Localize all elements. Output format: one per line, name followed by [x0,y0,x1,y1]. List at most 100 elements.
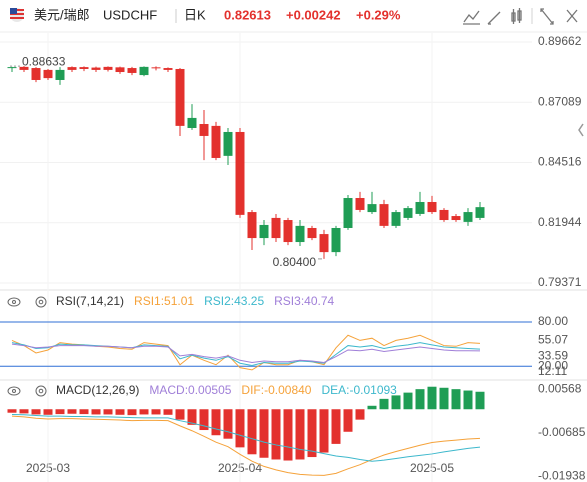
candle-body [283,220,293,243]
close-button[interactable] [566,9,578,23]
draw-button[interactable] [487,11,501,25]
candle-body [175,68,185,126]
macd-line [11,413,481,462]
collapse-arrow[interactable] [578,123,584,137]
candle-body [343,198,353,228]
candle-body [7,67,17,69]
macd-icons [7,385,47,397]
candle-body [139,66,149,76]
macd-bar [379,398,389,410]
macd-bar [319,409,329,453]
macd-bar [55,409,65,415]
candle-body [475,207,485,218]
macd-bar [391,395,401,410]
candle-body [415,201,425,214]
macd-bar [451,389,461,410]
candle-body [31,68,41,80]
macd-bar [463,390,473,410]
y-tick-label: 33.59 [538,348,568,362]
macd-bar [79,409,89,415]
symbol-name: 美元/瑞郎 [34,7,90,22]
candle-body [391,212,401,226]
fullscreen-button[interactable] [540,8,554,25]
y-tick-label: 20.00 [538,358,568,372]
candle-style-button[interactable] [511,8,522,24]
y-tick-label: -0.00685 [538,425,586,439]
legend-entry: RSI3:40.74 [274,294,334,308]
period[interactable]: 日K [184,7,206,22]
high-annotation: 0.88633 [22,54,66,68]
macd-bar [151,409,161,415]
macd-line [11,415,481,476]
legend-entry: DIF:-0.00840 [241,383,311,397]
flag-icon [10,8,24,22]
macd-bar [139,409,149,415]
candle-body [91,67,101,70]
symbol: USDCHF [103,7,157,22]
candle-body [379,204,389,226]
macd-bar [211,409,221,436]
y-tick-label: 0.84516 [538,155,582,169]
candle-body [403,208,413,218]
candle-body [43,69,53,79]
change-percent: +0.29% [356,7,401,22]
macd-bar [259,409,269,458]
macd-bar [223,409,233,439]
candle-body [199,124,209,136]
candle-body [103,66,113,70]
macd-bar [127,409,137,416]
macd-bar [343,409,353,432]
macd-bar [283,409,293,461]
macd-bar [31,409,41,415]
legend-entry: RSI2:43.25 [204,294,264,308]
y-tick-label: 80.00 [538,314,568,328]
candle-body [67,67,77,70]
macd-bar [247,409,257,455]
candle-body [427,201,437,213]
macd-bar [307,409,317,458]
candle-body [259,224,269,239]
candle-body [235,131,245,215]
macd-bar [415,389,425,410]
candle-body [319,234,329,253]
macd-bar [103,409,113,415]
candle-body [307,227,317,239]
y-tick-label: -0.01938 [538,469,586,482]
candle-body [355,198,365,210]
macd-bar [331,409,341,444]
price: 0.82613 [224,7,271,22]
macd-bar [175,409,185,420]
candle-body [55,69,65,80]
macd-bar [235,409,245,448]
macd-bar [199,409,209,431]
indicator-title: RSI(7,14,21) [56,294,124,308]
candle-body [223,131,233,156]
y-tick-label: 0.87089 [538,94,582,108]
macd-bar [67,409,77,414]
macd-bar [163,409,173,415]
change: +0.00242 [286,7,341,22]
macd-bar [295,409,305,460]
legend-entry: DEA:-0.01093 [321,383,397,397]
macd-bar [115,409,125,415]
macd-bar [475,391,485,410]
candle-body [19,66,29,70]
macd-bar [355,409,365,420]
rsi-icons [7,296,47,308]
toolbar [463,8,578,25]
candle-body [451,216,461,221]
y-tick-label: 0.00568 [538,382,582,396]
y-tick-label: 0.79371 [538,275,582,289]
candle-body [115,67,125,73]
indicator-line [11,342,481,366]
macd-bar [43,409,53,415]
indicator-title: MACD(12,26,9) [56,383,139,397]
legend-entry: MACD:0.00505 [149,383,231,397]
macd-bar [427,386,437,410]
y-tick-label: 0.89662 [538,34,582,48]
candle-body [163,68,173,70]
indicator-button[interactable] [463,10,480,25]
y-tick-label: 55.07 [538,333,568,347]
y-tick-label: 12.11 [538,364,567,378]
